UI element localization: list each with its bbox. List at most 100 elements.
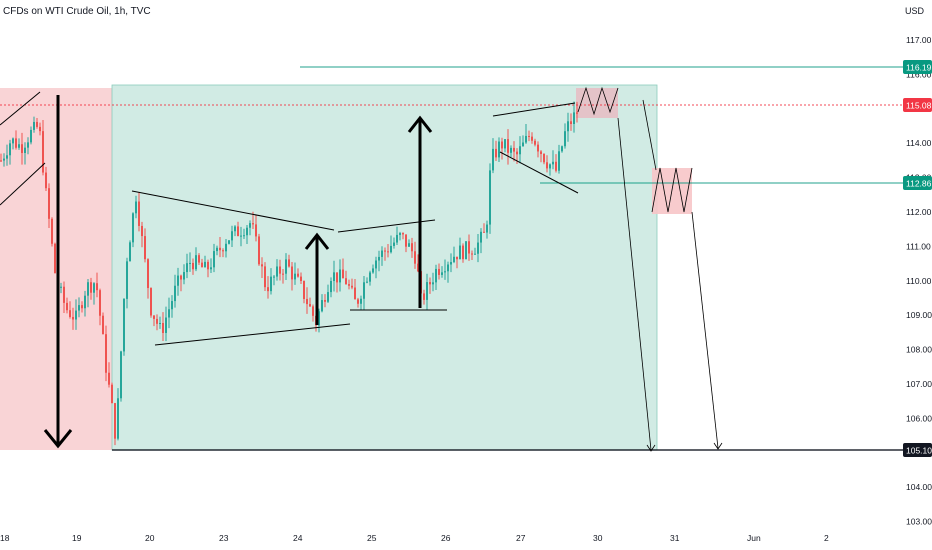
- y-tick-label: 112.00: [906, 207, 932, 217]
- candle-body: [162, 323, 164, 333]
- candle-body: [51, 218, 53, 244]
- candle-body: [306, 298, 308, 305]
- candle-body: [357, 299, 359, 304]
- candle-body: [105, 334, 107, 373]
- candle-body: [201, 262, 203, 268]
- candle-body: [297, 273, 299, 277]
- channel-line: [0, 162, 46, 206]
- candle-body: [3, 158, 5, 161]
- candle-body: [282, 273, 284, 275]
- candle-body: [576, 112, 578, 114]
- candle-body: [468, 241, 470, 254]
- candle-body: [543, 153, 545, 163]
- projection-head: [713, 442, 723, 450]
- candle-body: [186, 263, 188, 273]
- projection-head: [646, 444, 656, 452]
- candle-body: [18, 144, 20, 148]
- candle-body: [81, 305, 83, 309]
- candle-body: [444, 271, 446, 273]
- candle-body: [546, 162, 548, 169]
- x-tick-label: 23: [219, 533, 229, 543]
- candle-body: [231, 231, 233, 241]
- price-badge-text: 112.86: [906, 179, 932, 189]
- candle-body: [189, 262, 191, 264]
- candle-body: [198, 255, 200, 263]
- channel-line: [0, 91, 41, 126]
- candle-body: [393, 242, 395, 246]
- candle-body: [243, 235, 245, 237]
- price-badge: [903, 98, 932, 112]
- candle-body: [477, 242, 479, 254]
- candle-body: [210, 267, 212, 270]
- y-tick-label: 106.00: [906, 413, 932, 423]
- y-tick-label: 104.00: [906, 482, 932, 492]
- candle-body: [447, 264, 449, 272]
- candle-body: [270, 276, 272, 292]
- candle-body: [354, 287, 356, 300]
- projection-line: [691, 211, 719, 449]
- drawings: [0, 86, 723, 452]
- candle-body: [567, 121, 569, 132]
- candle-body: [222, 250, 224, 252]
- candle-body: [531, 136, 533, 141]
- candle-body: [246, 227, 248, 236]
- candle-body: [72, 316, 74, 320]
- candle-body: [528, 135, 530, 137]
- candle-body: [453, 256, 455, 263]
- candle-body: [132, 213, 134, 243]
- candle-body: [183, 272, 185, 280]
- candle-body: [492, 148, 494, 171]
- y-tick-label: 110.00: [906, 276, 932, 286]
- candle-body: [408, 243, 410, 247]
- candle-body: [90, 282, 92, 293]
- candle-body: [291, 266, 293, 280]
- candle-body: [75, 310, 77, 320]
- candle-body: [12, 138, 14, 144]
- candle-body: [435, 268, 437, 283]
- candle-body: [459, 245, 461, 260]
- candle-body: [159, 323, 161, 325]
- candle-body: [558, 151, 560, 171]
- chart-title: CFDs on WTI Crude Oil, 1h, TVC: [3, 6, 151, 17]
- projection-line: [617, 117, 652, 451]
- candle-body: [276, 266, 278, 277]
- candle-body: [384, 250, 386, 252]
- candle-body: [147, 259, 149, 289]
- triangle-lower: [154, 323, 351, 346]
- candle-body: [348, 284, 350, 286]
- price-badge: [903, 176, 932, 190]
- candle-body: [54, 243, 56, 274]
- candle-body: [300, 276, 302, 282]
- candle-body: [9, 143, 11, 156]
- candle-body: [369, 272, 371, 282]
- candle-body: [495, 148, 497, 158]
- candle-body: [60, 286, 62, 288]
- up-arrow-head: [407, 115, 433, 133]
- candle-body: [399, 233, 401, 235]
- candle-body: [78, 305, 80, 311]
- candle-body: [519, 146, 521, 155]
- x-tick-label: 24: [293, 533, 303, 543]
- candle-body: [573, 112, 575, 124]
- candle-body: [225, 243, 227, 252]
- candle-body: [462, 245, 464, 260]
- y-tick-label: 116.00: [906, 69, 932, 79]
- candle-body: [126, 261, 128, 299]
- y-tick-label: 108.00: [906, 345, 932, 355]
- down-arrow-head: [43, 429, 73, 449]
- candle-body: [111, 384, 113, 404]
- candle-body: [312, 306, 314, 316]
- candle-body: [372, 268, 374, 273]
- candle-body: [507, 139, 509, 153]
- candle-body: [261, 264, 263, 267]
- candle-body: [156, 318, 158, 324]
- candle-body: [537, 144, 539, 152]
- candle-body: [336, 272, 338, 283]
- candle-body: [285, 259, 287, 274]
- candle-body: [264, 266, 266, 288]
- candle-body: [411, 243, 413, 252]
- candle-body: [414, 251, 416, 264]
- candle-body: [426, 282, 428, 300]
